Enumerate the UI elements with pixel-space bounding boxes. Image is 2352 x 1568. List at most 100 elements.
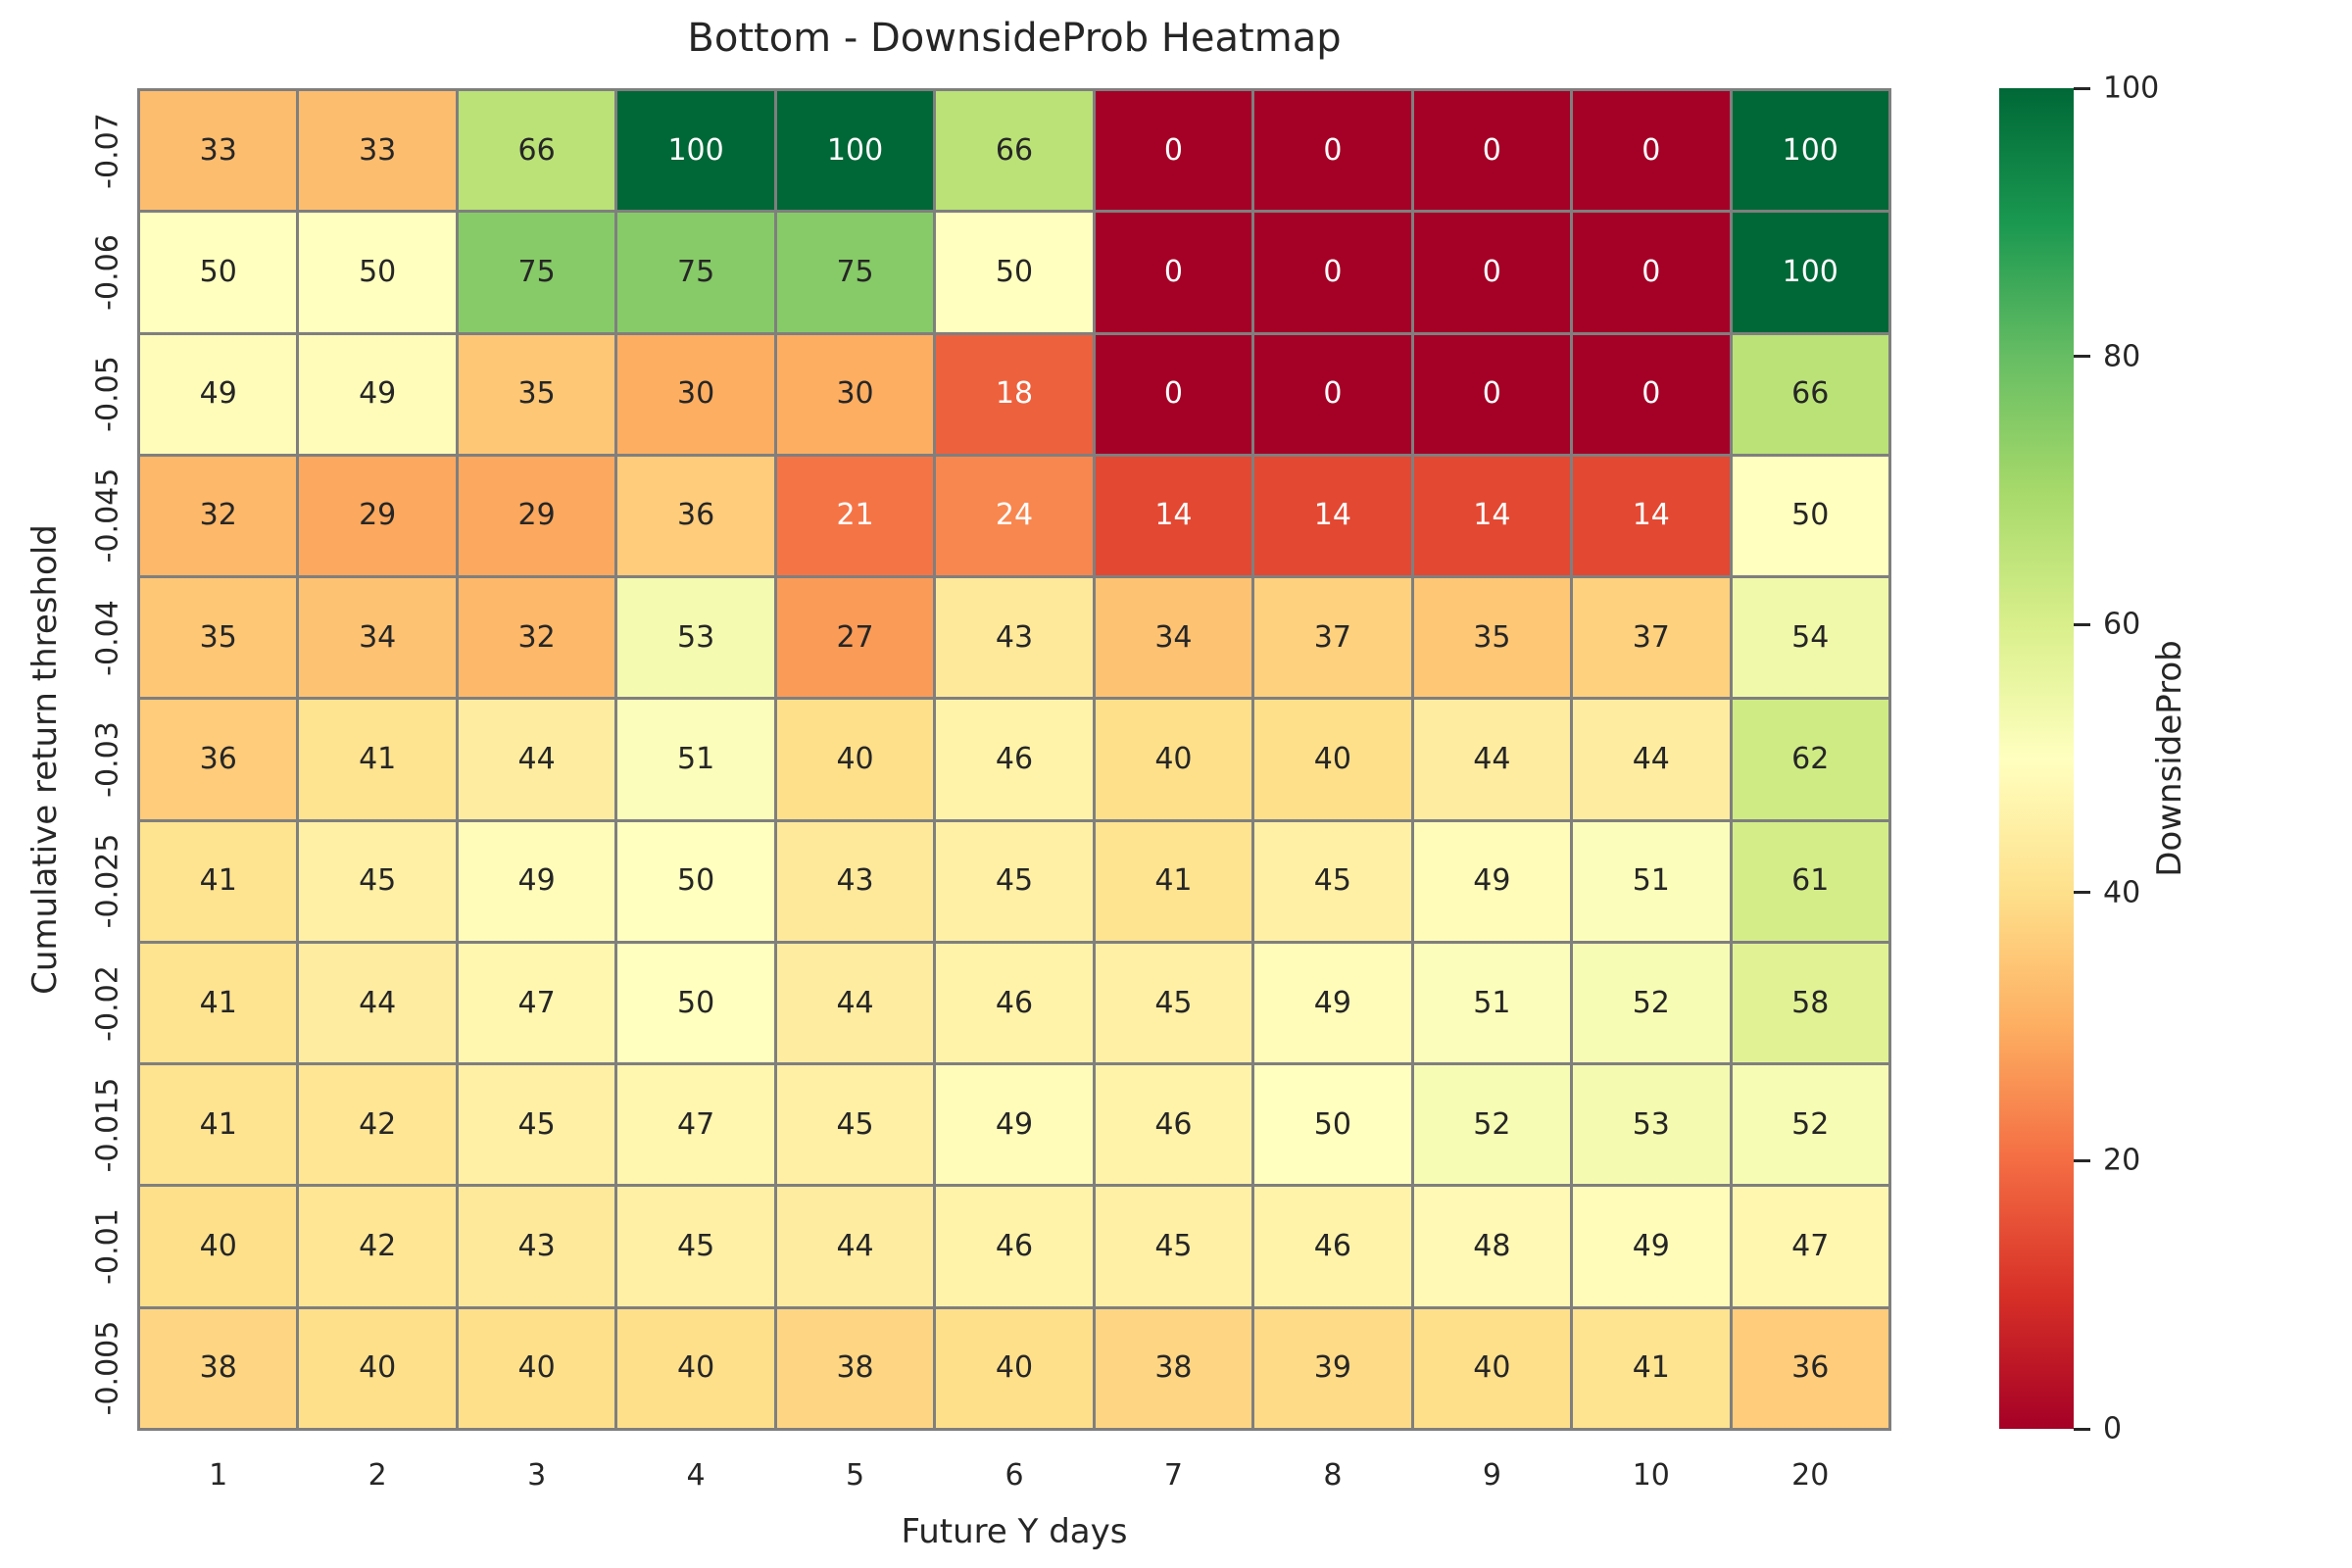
heatmap-cell: 29 bbox=[458, 456, 615, 576]
heatmap-cell: 0 bbox=[1573, 213, 1730, 332]
heatmap-cell: 40 bbox=[936, 1308, 1093, 1428]
heatmap-cell: 41 bbox=[140, 943, 297, 1063]
heatmap-cell: 45 bbox=[936, 821, 1093, 941]
x-tick-label: 3 bbox=[527, 1458, 547, 1493]
x-tick-label: 20 bbox=[1791, 1458, 1830, 1493]
heatmap-cell: 45 bbox=[299, 821, 456, 941]
heatmap-cell: 100 bbox=[1732, 213, 1888, 332]
heatmap-cell: 62 bbox=[1732, 700, 1888, 819]
heatmap-cell: 0 bbox=[1413, 91, 1571, 211]
y-tick-label: -0.04 bbox=[90, 599, 125, 676]
heatmap-cell: 0 bbox=[1095, 334, 1252, 454]
heatmap-cell: 44 bbox=[458, 700, 615, 819]
heatmap-cell: 43 bbox=[458, 1187, 615, 1306]
heatmap-cell: 43 bbox=[776, 821, 934, 941]
heatmap-cell: 41 bbox=[140, 821, 297, 941]
heatmap-cell: 51 bbox=[617, 700, 774, 819]
heatmap-cell: 50 bbox=[140, 213, 297, 332]
y-tick-label: -0.045 bbox=[90, 468, 125, 564]
heatmap-cell: 14 bbox=[1413, 456, 1571, 576]
heatmap-cell: 75 bbox=[617, 213, 774, 332]
heatmap-cell: 24 bbox=[936, 456, 1093, 576]
heatmap-cell: 50 bbox=[936, 213, 1093, 332]
heatmap-cell: 46 bbox=[1254, 1187, 1411, 1306]
heatmap-cell: 30 bbox=[776, 334, 934, 454]
heatmap-cell: 0 bbox=[1254, 334, 1411, 454]
heatmap-cell: 32 bbox=[140, 456, 297, 576]
heatmap-cell: 53 bbox=[1573, 1065, 1730, 1185]
colorbar-label: DownsideProb bbox=[2150, 640, 2189, 877]
heatmap-cell: 45 bbox=[1095, 943, 1252, 1063]
heatmap-cell: 46 bbox=[936, 700, 1093, 819]
x-tick-label: 6 bbox=[1004, 1458, 1024, 1493]
heatmap-cell: 32 bbox=[458, 578, 615, 698]
heatmap-cell: 49 bbox=[140, 334, 297, 454]
heatmap-cell: 61 bbox=[1732, 821, 1888, 941]
colorbar-tick-mark bbox=[2074, 355, 2090, 359]
heatmap-cell: 40 bbox=[299, 1308, 456, 1428]
heatmap-cell: 49 bbox=[299, 334, 456, 454]
colorbar-tick-label: 40 bbox=[2103, 875, 2141, 910]
colorbar-tick-label: 20 bbox=[2103, 1143, 2141, 1178]
heatmap-cell: 100 bbox=[1732, 91, 1888, 211]
heatmap-cell: 0 bbox=[1573, 334, 1730, 454]
heatmap-cell: 46 bbox=[936, 943, 1093, 1063]
heatmap-cell: 100 bbox=[776, 91, 934, 211]
heatmap-cell: 14 bbox=[1254, 456, 1411, 576]
heatmap-cell: 40 bbox=[617, 1308, 774, 1428]
heatmap-cell: 0 bbox=[1254, 91, 1411, 211]
heatmap-cell: 30 bbox=[617, 334, 774, 454]
heatmap-cell: 50 bbox=[1254, 1065, 1411, 1185]
heatmap-cell: 50 bbox=[617, 821, 774, 941]
heatmap-cell: 18 bbox=[936, 334, 1093, 454]
heatmap-cell: 33 bbox=[140, 91, 297, 211]
colorbar-tick-label: 60 bbox=[2103, 607, 2141, 642]
heatmap-cell: 44 bbox=[776, 1187, 934, 1306]
x-tick-label: 10 bbox=[1632, 1458, 1670, 1493]
heatmap-cell: 0 bbox=[1095, 213, 1252, 332]
y-tick-label: -0.06 bbox=[90, 234, 125, 311]
heatmap-cell: 41 bbox=[299, 700, 456, 819]
heatmap-cell: 38 bbox=[140, 1308, 297, 1428]
heatmap-cell: 50 bbox=[1732, 456, 1888, 576]
heatmap-cell: 40 bbox=[776, 700, 934, 819]
heatmap-cell: 14 bbox=[1573, 456, 1730, 576]
heatmap-cell: 46 bbox=[1095, 1065, 1252, 1185]
heatmap-cell: 46 bbox=[936, 1187, 1093, 1306]
heatmap-cell: 42 bbox=[299, 1187, 456, 1306]
x-axis-label: Future Y days bbox=[901, 1512, 1128, 1551]
heatmap-cell: 50 bbox=[617, 943, 774, 1063]
x-tick-label: 2 bbox=[368, 1458, 387, 1493]
colorbar-tick-label: 80 bbox=[2103, 339, 2141, 374]
heatmap-cell: 66 bbox=[458, 91, 615, 211]
heatmap-cell: 45 bbox=[776, 1065, 934, 1185]
heatmap-cell: 44 bbox=[1573, 700, 1730, 819]
heatmap-cell: 47 bbox=[617, 1065, 774, 1185]
heatmap-cell: 45 bbox=[1095, 1187, 1252, 1306]
heatmap-cell: 33 bbox=[299, 91, 456, 211]
colorbar bbox=[1999, 88, 2074, 1429]
heatmap-cell: 0 bbox=[1254, 213, 1411, 332]
heatmap-cell: 49 bbox=[458, 821, 615, 941]
heatmap-cell: 52 bbox=[1732, 1065, 1888, 1185]
heatmap-cell: 75 bbox=[458, 213, 615, 332]
colorbar-tick-mark bbox=[2074, 1158, 2090, 1162]
colorbar-tick-label: 100 bbox=[2103, 71, 2160, 106]
heatmap-cell: 35 bbox=[1413, 578, 1571, 698]
heatmap-cell: 36 bbox=[1732, 1308, 1888, 1428]
colorbar-tick-mark bbox=[2074, 1427, 2090, 1431]
heatmap-cell: 43 bbox=[936, 578, 1093, 698]
y-tick-label: -0.02 bbox=[90, 964, 125, 1042]
heatmap-cell: 40 bbox=[458, 1308, 615, 1428]
heatmap-cell: 40 bbox=[1095, 700, 1252, 819]
heatmap-cell: 0 bbox=[1573, 91, 1730, 211]
heatmap-cell: 38 bbox=[1095, 1308, 1252, 1428]
heatmap-cell: 36 bbox=[140, 700, 297, 819]
heatmap-cell: 35 bbox=[140, 578, 297, 698]
heatmap-cell: 52 bbox=[1413, 1065, 1571, 1185]
y-tick-label: -0.01 bbox=[90, 1208, 125, 1285]
colorbar-tick-mark bbox=[2074, 622, 2090, 626]
heatmap-cell: 58 bbox=[1732, 943, 1888, 1063]
colorbar-tick-mark bbox=[2074, 86, 2090, 90]
